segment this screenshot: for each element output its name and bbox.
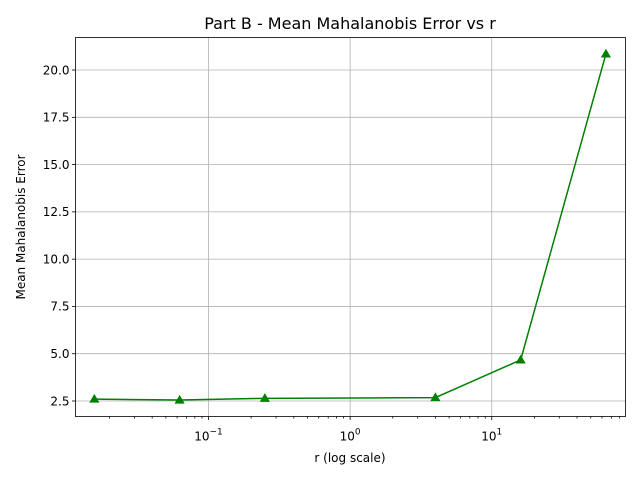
data-point-triangle — [174, 394, 185, 404]
x-axis-label: r (log scale) — [314, 451, 385, 465]
y-tick-label: 5.0 — [50, 347, 69, 361]
y-tick-label: 20.0 — [43, 63, 70, 77]
y-tick-label: 7.5 — [50, 300, 69, 314]
data-point-triangle — [515, 354, 526, 364]
data-point-triangle — [259, 393, 270, 402]
x-tick-label: 10−1 — [194, 428, 223, 444]
axis-ticks: 2.5 5.0 7.5 10.0 12.5 15.0 17.5 20.0 10−1 100 101 — [43, 63, 621, 444]
series-line — [94, 53, 607, 401]
y-tick-label: 15.0 — [43, 158, 70, 172]
plot-frame — [75, 37, 626, 417]
data-point-triangle — [600, 48, 611, 58]
series — [89, 48, 611, 404]
grid — [75, 37, 626, 417]
x-tick-label: 100 — [340, 428, 361, 444]
data-point-triangle — [89, 393, 100, 403]
y-tick-label: 12.5 — [43, 205, 70, 219]
chart-title: Part B - Mean Mahalanobis Error vs r — [204, 14, 496, 33]
y-tick-label: 17.5 — [43, 111, 70, 125]
y-axis-label: Mean Mahalanobis Error — [14, 154, 28, 299]
data-point-triangle — [430, 392, 441, 402]
y-tick-label: 10.0 — [43, 252, 70, 266]
y-tick-label: 2.5 — [50, 394, 69, 408]
x-tick-label: 101 — [481, 428, 502, 444]
